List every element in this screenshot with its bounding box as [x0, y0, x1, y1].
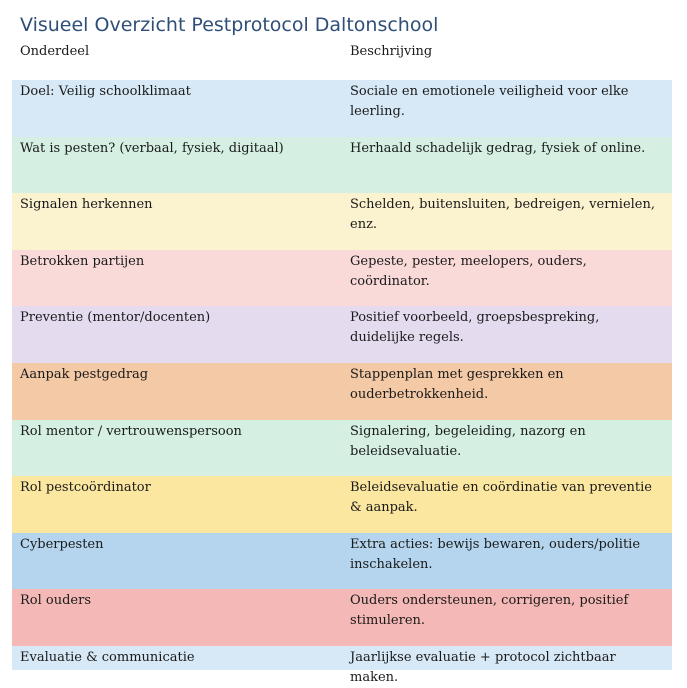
table-row: Signalen herkennen Schelden, buitensluit… [12, 193, 672, 250]
row-part: Signalen herkennen [20, 197, 153, 213]
row-description: Extra acties: bewijs bewaren, ouders/pol… [350, 536, 641, 572]
table-row: Rol pestcoördinator Beleidsevaluatie en … [12, 476, 672, 533]
row-description: Sociale en emotionele veiligheid voor el… [350, 84, 629, 119]
row-description: Ouders ondersteunen, corrigeren, positie… [350, 593, 629, 629]
row-description: Positief voorbeeld, groepsbespreking, du… [350, 310, 600, 346]
row-description: Herhaald schadelijk gedrag, fysiek of on… [350, 140, 646, 156]
table-row: Rol mentor / vertrouwenspersoon Signaler… [12, 419, 672, 477]
table-row: Wat is pesten? (verbaal, fysiek, digitaa… [12, 136, 672, 194]
page-title: Visueel Overzicht Pestprotocol Daltonsch… [20, 14, 439, 36]
table-row: Cyberpesten Extra acties: bewijs bewaren… [12, 532, 672, 590]
row-part: Cyberpesten [20, 536, 104, 552]
row-description: Schelden, buitensluiten, bedreigen, vern… [350, 197, 656, 233]
column-header-beschrijving: Beschrijving [350, 44, 433, 59]
table-row: Preventie (mentor/docenten) Positief voo… [12, 306, 672, 363]
row-part: Rol ouders [20, 593, 92, 609]
row-description: Stappenplan met gesprekken en ouderbetro… [350, 366, 564, 402]
row-part: Rol mentor / vertrouwenspersoon [20, 423, 242, 439]
row-part: Doel: Veilig schoolklimaat [20, 84, 191, 99]
row-description: Signalering, begeleiding, nazorg en bele… [350, 423, 586, 459]
table-row: Aanpak pestgedrag Stappenplan met gespre… [12, 362, 672, 420]
row-part: Preventie (mentor/docenten) [20, 310, 211, 326]
row-part: Rol pestcoördinator [20, 480, 151, 496]
table-row: Doel: Veilig schoolklimaat Sociale en em… [12, 80, 672, 137]
protocol-table: Doel: Veilig schoolklimaat Sociale en em… [12, 80, 672, 685]
row-description: Jaarlijkse evaluatie + protocol zichtbaa… [350, 649, 616, 685]
table-header: Onderdeel Beschrijving [12, 44, 672, 64]
row-description: Gepeste, pester, meelopers, ouders, coör… [350, 253, 587, 289]
column-header-onderdeel: Onderdeel [20, 44, 90, 59]
row-part: Betrokken partijen [20, 253, 145, 269]
table-row: Betrokken partijen Gepeste, pester, meel… [12, 249, 672, 307]
table-row: Evaluatie & communicatie Jaarlijkse eval… [12, 645, 672, 685]
row-part: Aanpak pestgedrag [20, 366, 149, 382]
row-part: Wat is pesten? (verbaal, fysiek, digitaa… [20, 140, 284, 156]
row-description: Beleidsevaluatie en coördinatie van prev… [350, 480, 652, 516]
row-part: Evaluatie & communicatie [20, 649, 195, 665]
table-row: Rol ouders Ouders ondersteunen, corriger… [12, 589, 672, 646]
